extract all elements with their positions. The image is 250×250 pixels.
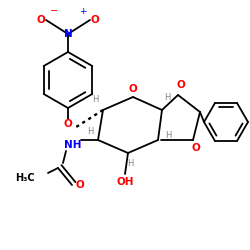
Text: H: H <box>165 130 171 140</box>
Text: H: H <box>164 94 170 102</box>
Text: H: H <box>127 158 133 168</box>
Text: O: O <box>90 15 100 25</box>
Text: O: O <box>76 180 84 190</box>
Text: +: + <box>79 6 87 16</box>
Text: O: O <box>64 119 72 129</box>
Text: O: O <box>192 143 200 153</box>
Text: H: H <box>92 96 98 104</box>
Text: −: − <box>50 6 58 16</box>
Text: H: H <box>87 128 93 136</box>
Text: O: O <box>176 80 186 90</box>
Text: OH: OH <box>116 177 134 187</box>
Text: O: O <box>128 84 138 94</box>
Text: H₃C: H₃C <box>16 173 35 183</box>
Text: N: N <box>64 29 72 39</box>
Text: NH: NH <box>64 140 82 150</box>
Text: O: O <box>36 15 46 25</box>
